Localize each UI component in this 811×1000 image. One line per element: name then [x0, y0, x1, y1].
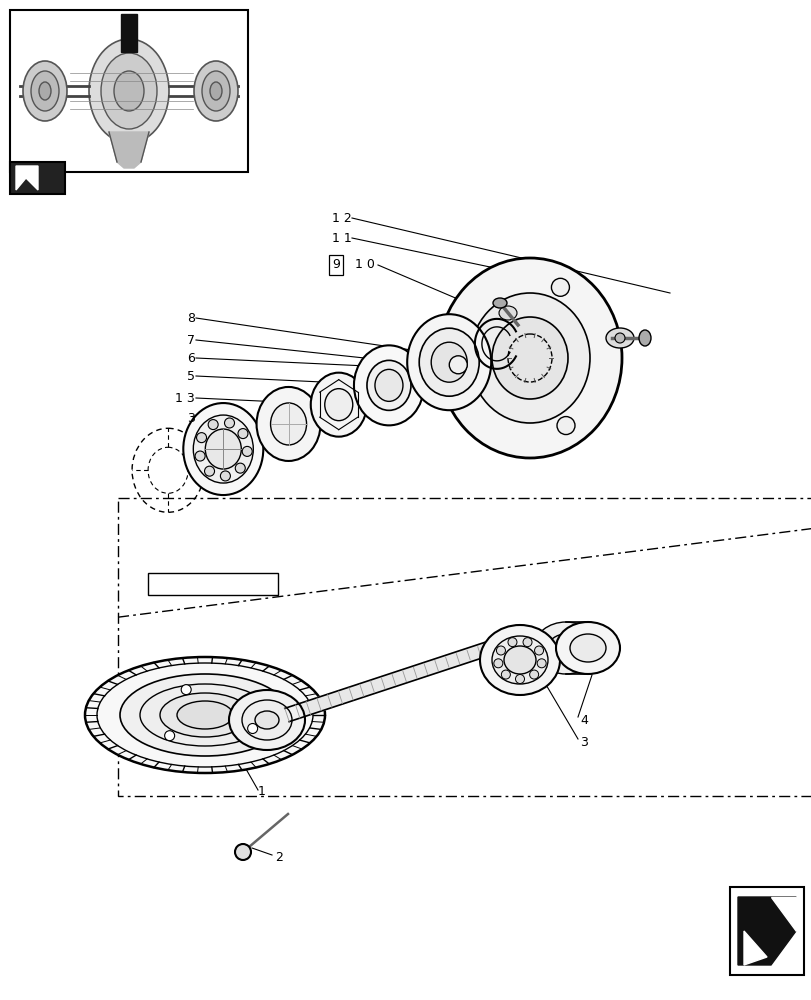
Text: 7: 7: [187, 334, 195, 347]
Text: 4: 4: [579, 714, 587, 726]
Text: 1 1: 1 1: [332, 232, 351, 244]
Circle shape: [537, 659, 546, 668]
Ellipse shape: [499, 306, 517, 320]
Bar: [121, 14, 137, 52]
Ellipse shape: [491, 636, 547, 684]
Bar: [729, 887, 803, 975]
Bar: [148, 573, 277, 595]
Ellipse shape: [547, 634, 583, 662]
Ellipse shape: [375, 369, 402, 401]
Text: 1 2: 1 2: [332, 212, 351, 225]
Ellipse shape: [569, 634, 605, 662]
Polygon shape: [737, 897, 795, 965]
Ellipse shape: [255, 711, 279, 729]
Circle shape: [556, 417, 574, 435]
Ellipse shape: [23, 61, 67, 121]
Ellipse shape: [242, 700, 292, 740]
Circle shape: [235, 463, 245, 473]
Ellipse shape: [160, 693, 250, 737]
Polygon shape: [109, 132, 148, 168]
Circle shape: [238, 429, 247, 439]
Ellipse shape: [556, 622, 620, 674]
Ellipse shape: [437, 258, 621, 458]
Circle shape: [204, 466, 214, 476]
Circle shape: [196, 433, 206, 443]
Text: 9: 9: [332, 258, 340, 271]
Circle shape: [220, 471, 230, 481]
Circle shape: [181, 685, 191, 695]
Ellipse shape: [89, 39, 169, 143]
Ellipse shape: [31, 71, 59, 111]
Ellipse shape: [202, 71, 230, 111]
Ellipse shape: [470, 293, 590, 423]
Circle shape: [508, 638, 517, 647]
Polygon shape: [16, 166, 38, 190]
Text: 8: 8: [187, 312, 195, 324]
Ellipse shape: [479, 625, 560, 695]
Ellipse shape: [256, 387, 320, 461]
Text: 2: 2: [275, 851, 282, 864]
Ellipse shape: [229, 690, 305, 750]
Bar: [118, 498, 811, 796]
Ellipse shape: [534, 622, 597, 674]
Ellipse shape: [120, 674, 290, 756]
Ellipse shape: [638, 330, 650, 346]
Ellipse shape: [177, 701, 233, 729]
Ellipse shape: [605, 328, 633, 348]
Circle shape: [208, 420, 218, 430]
Ellipse shape: [406, 314, 491, 410]
Ellipse shape: [205, 429, 241, 469]
Bar: [10, 10, 247, 172]
Text: 1 0: 1 0: [354, 258, 375, 271]
Ellipse shape: [270, 403, 307, 445]
Circle shape: [522, 638, 531, 647]
Circle shape: [234, 844, 251, 860]
Ellipse shape: [324, 389, 352, 421]
Circle shape: [448, 356, 466, 374]
Ellipse shape: [367, 360, 410, 410]
Circle shape: [224, 418, 234, 428]
Ellipse shape: [183, 403, 263, 495]
Circle shape: [165, 731, 174, 741]
Circle shape: [529, 670, 538, 679]
Circle shape: [551, 278, 569, 296]
Circle shape: [195, 451, 205, 461]
Ellipse shape: [39, 82, 51, 100]
Text: 6: 6: [187, 352, 195, 364]
Ellipse shape: [504, 646, 535, 674]
Circle shape: [493, 659, 502, 668]
Text: 1.40.5/06 02: 1.40.5/06 02: [168, 578, 258, 590]
Circle shape: [614, 333, 624, 343]
Text: 3: 3: [187, 412, 195, 424]
Ellipse shape: [194, 61, 238, 121]
Ellipse shape: [354, 345, 423, 425]
Circle shape: [500, 670, 510, 679]
Ellipse shape: [491, 317, 568, 399]
Ellipse shape: [418, 328, 478, 396]
Text: 1: 1: [258, 785, 265, 798]
Text: 3: 3: [579, 736, 587, 748]
Circle shape: [496, 646, 504, 655]
Circle shape: [242, 446, 252, 456]
Ellipse shape: [210, 82, 221, 100]
Ellipse shape: [85, 657, 324, 773]
Ellipse shape: [139, 684, 270, 746]
Text: 1 3: 1 3: [175, 391, 195, 404]
Bar: [10, 162, 65, 194]
Circle shape: [534, 646, 543, 655]
Polygon shape: [743, 931, 766, 965]
Ellipse shape: [101, 53, 157, 129]
Polygon shape: [770, 897, 795, 931]
Circle shape: [515, 674, 524, 684]
Text: 5: 5: [187, 369, 195, 382]
Polygon shape: [285, 641, 491, 722]
Ellipse shape: [431, 342, 466, 382]
Ellipse shape: [483, 643, 496, 653]
Ellipse shape: [193, 415, 253, 483]
Ellipse shape: [311, 373, 367, 437]
Ellipse shape: [492, 298, 506, 308]
Ellipse shape: [114, 71, 144, 111]
Circle shape: [247, 724, 257, 734]
